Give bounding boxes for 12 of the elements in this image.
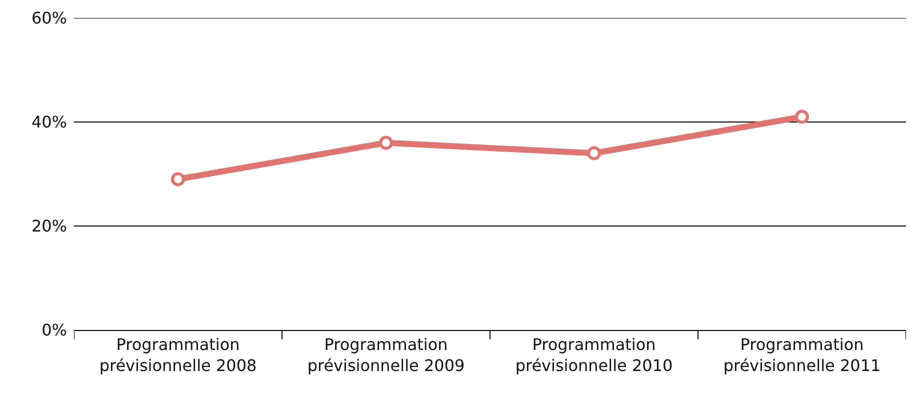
y-tick-label: 0%: [42, 320, 67, 340]
x-tick-label: Programmation prévisionnelle 2008: [99, 335, 257, 375]
x-tick-label: Programmation prévisionnelle 2011: [723, 335, 881, 375]
point: [379, 136, 393, 150]
point: [171, 172, 185, 186]
y-tick-label: 60%: [31, 8, 67, 28]
point: [587, 146, 601, 160]
x-tick-label: Programmation prévisionnelle 2009: [307, 335, 465, 375]
point: [795, 110, 809, 124]
y-tick-label: 20%: [31, 216, 67, 236]
y-tick-label: 40%: [31, 112, 67, 132]
x-tick-label: Programmation prévisionnelle 2010: [515, 335, 673, 375]
